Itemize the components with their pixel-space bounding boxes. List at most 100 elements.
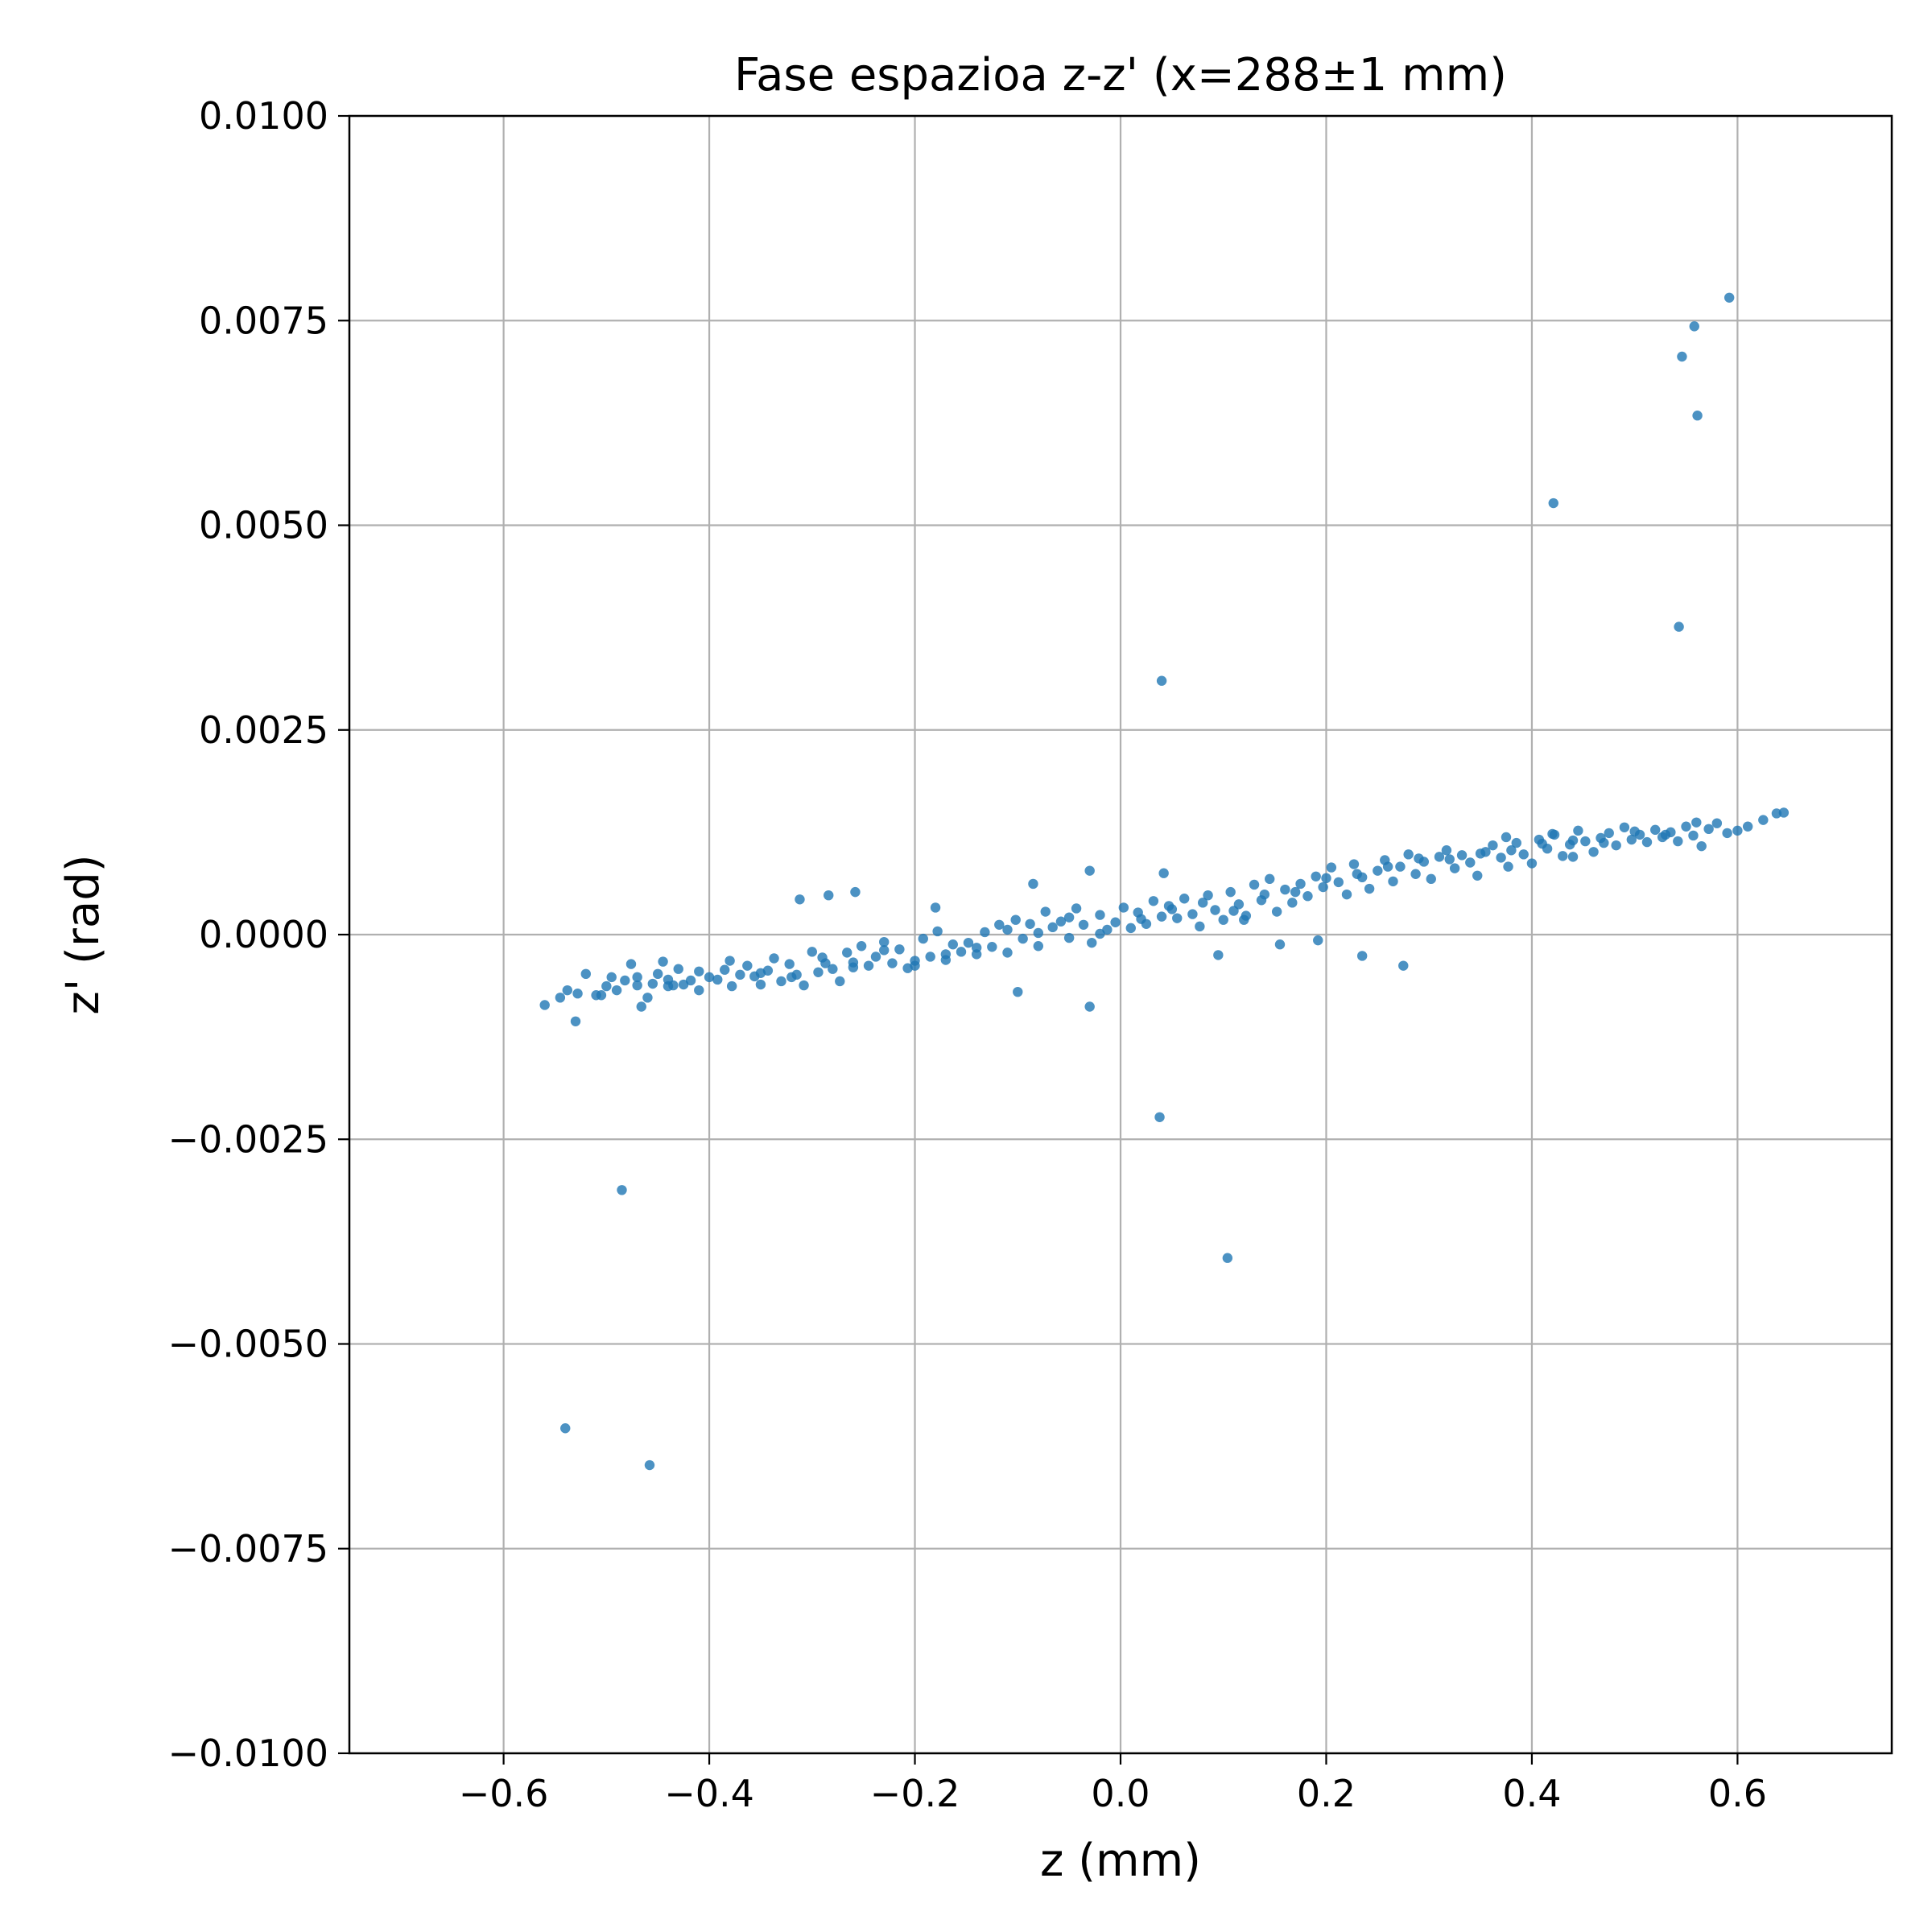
data-point (776, 976, 786, 987)
data-point (980, 927, 990, 938)
data-point (1518, 849, 1529, 860)
data-point (1203, 890, 1213, 901)
data-point (658, 956, 668, 967)
data-point (848, 962, 859, 972)
data-point (1156, 675, 1167, 686)
data-point (1434, 852, 1445, 862)
data-point (947, 939, 958, 950)
data-point (1465, 857, 1476, 868)
x-tick-label: 0.0 (1091, 1772, 1150, 1815)
data-point (642, 993, 653, 1003)
data-point (1348, 859, 1360, 869)
data-point (963, 937, 974, 948)
data-point (1158, 868, 1169, 878)
data-point (685, 975, 696, 986)
chart-title: Fase espazioa z-z' (x=288±1 mm) (734, 49, 1507, 101)
data-point (1711, 818, 1723, 828)
data-point (879, 945, 890, 956)
data-point (1213, 950, 1224, 960)
data-point (1629, 826, 1640, 837)
data-point (1013, 986, 1023, 997)
data-point (1496, 852, 1506, 863)
data-point (1071, 903, 1082, 914)
data-point (1501, 832, 1512, 843)
data-point (572, 989, 583, 999)
data-point (1722, 828, 1732, 839)
data-point (910, 960, 920, 971)
data-point (817, 952, 828, 963)
data-point (580, 968, 591, 980)
data-point (562, 985, 572, 996)
data-point (925, 952, 935, 962)
data-point (1218, 914, 1228, 925)
data-point (1063, 912, 1075, 923)
y-axis-ticks: −0.0100 −0.0075 −0.0050 −0.0025 0.0000 0.0025… (168, 94, 349, 1775)
data-point (1326, 862, 1337, 873)
data-point (842, 947, 852, 958)
data-point (1156, 911, 1167, 922)
data-point (1187, 909, 1198, 919)
data-point (1388, 876, 1398, 887)
data-point (1318, 881, 1328, 893)
data-point (1626, 834, 1637, 845)
x-tick-label: −0.6 (459, 1772, 549, 1815)
y-tick-label: 0.0000 (199, 913, 328, 956)
x-axis-ticks: −0.6 −0.4 −0.2 0.0 0.2 0.4 0.6 (459, 1753, 1767, 1815)
data-point (1095, 910, 1105, 920)
data-point (1604, 828, 1614, 839)
data-point (555, 993, 566, 1003)
data-point (1172, 913, 1183, 923)
data-point (930, 902, 941, 913)
data-point (1526, 858, 1538, 869)
data-point (1681, 821, 1691, 832)
data-point (653, 968, 663, 980)
data-point (1611, 840, 1621, 851)
data-point (632, 972, 642, 983)
data-point (1136, 914, 1146, 924)
data-point (1047, 922, 1058, 933)
data-point (1040, 906, 1051, 917)
data-point (1674, 621, 1684, 632)
data-point (1660, 829, 1671, 840)
data-point (994, 919, 1005, 930)
data-point (694, 966, 704, 976)
data-point (539, 1000, 550, 1010)
data-point (1018, 933, 1028, 944)
data-point (1410, 869, 1421, 879)
x-axis-label: z (mm) (1040, 1835, 1201, 1887)
data-point (632, 980, 642, 991)
data-point (1567, 852, 1579, 862)
data-point (724, 956, 735, 966)
data-point (620, 975, 630, 986)
y-tick-label: −0.0050 (168, 1323, 329, 1366)
data-point (1403, 849, 1414, 860)
y-axis-label: z' (rad) (57, 854, 109, 1014)
data-point (1588, 847, 1599, 857)
data-point (1641, 836, 1653, 848)
data-point (1002, 924, 1013, 935)
data-point (1125, 923, 1136, 934)
data-point (1506, 845, 1517, 856)
data-point (956, 947, 967, 957)
data-point (824, 890, 834, 901)
data-point (694, 985, 704, 996)
data-point (1488, 840, 1498, 851)
data-point (1692, 411, 1703, 421)
data-point (863, 960, 874, 971)
data-point (1239, 914, 1249, 925)
data-point (870, 952, 881, 962)
data-point (1724, 292, 1735, 303)
data-point (601, 980, 612, 992)
data-point (1222, 1253, 1233, 1263)
data-point (940, 949, 952, 960)
data-point (807, 947, 817, 957)
data-point (1449, 863, 1460, 873)
data-point (1225, 886, 1236, 898)
data-point (1599, 837, 1609, 848)
data-point (625, 959, 637, 969)
x-tick-label: 0.2 (1297, 1772, 1356, 1815)
data-point (1025, 919, 1035, 929)
data-point (1265, 873, 1275, 885)
